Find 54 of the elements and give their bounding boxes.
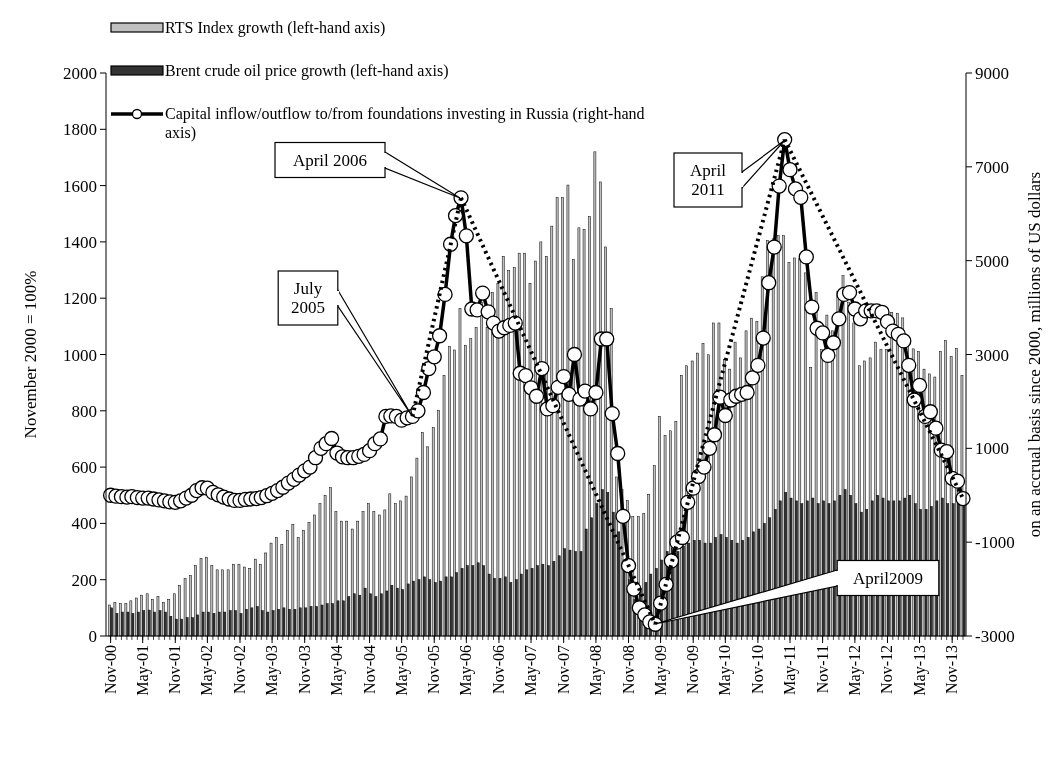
annotation: July 2005 (291, 279, 325, 317)
x-tick-label: May-11 (780, 645, 799, 696)
x-tick-label: Nov-03 (295, 645, 313, 694)
y2-tick-label: 9000 (975, 64, 1009, 83)
y-tick-label: 1400 (63, 232, 97, 252)
x-tick-label: Nov-06 (489, 645, 507, 694)
y2-tick-label: -1000 (975, 533, 1015, 553)
x-tick-label: May-06 (457, 645, 476, 696)
x-tick-label: May-05 (392, 645, 411, 696)
x-tick-label: May-01 (133, 645, 152, 696)
x-tick-label: May-03 (263, 645, 282, 696)
x-tick-label: Nov-11 (813, 645, 831, 694)
x-tick-label: Nov-05 (425, 645, 443, 694)
x-tick-label: May-10 (716, 645, 735, 696)
annotation: April 2006 (292, 150, 368, 170)
legend-label: RTS Index growth (left-hand axis) (165, 19, 386, 37)
y-axis-title: November 2000 = 100% (21, 270, 40, 439)
x-tick-label: Nov-00 (101, 645, 119, 694)
x-tick-label: Nov-09 (684, 645, 702, 694)
y-tick-label: 1000 (63, 345, 97, 365)
y-tick-label: 0 (88, 627, 97, 646)
y-tick-label: 200 (71, 570, 97, 590)
x-tick-label: May-02 (198, 645, 217, 696)
x-tick-label: May-07 (522, 645, 541, 696)
y-tick-label: 400 (71, 514, 97, 534)
legend-label: Capital inflow/outflow to/from foundations investing in Russia (right-hand axis) (165, 105, 645, 142)
annotation: April 2011 (690, 161, 727, 199)
y2-tick-label: 1000 (975, 439, 1009, 459)
x-tick-label: Nov-07 (554, 645, 572, 694)
annotation: April2009 (853, 568, 923, 588)
x-tick-label: Nov-04 (360, 645, 378, 694)
legend-label: Brent crude oil price growth (left-hand axis) (165, 62, 449, 80)
x-tick-label: May-13 (910, 645, 929, 696)
x-tick-label: Nov-10 (748, 645, 766, 694)
x-tick-label: Nov-01 (166, 645, 184, 694)
y2-tick-label: 5000 (975, 251, 1009, 271)
x-tick-label: May-04 (327, 645, 346, 696)
x-tick-label: May-12 (845, 645, 864, 696)
y2-tick-label: -3000 (975, 627, 1015, 646)
y-tick-label: 800 (71, 401, 97, 421)
y-tick-label: 2000 (63, 64, 97, 83)
y2-axis-title: on an accrual basis since 2000, millions of US dollars (1025, 171, 1044, 538)
y-tick-label: 600 (71, 458, 97, 478)
x-tick-label: May-09 (651, 645, 670, 696)
y2-tick-label: 7000 (975, 157, 1009, 177)
x-tick-label: Nov-08 (619, 645, 637, 694)
x-tick-label: Nov-13 (943, 645, 961, 694)
x-tick-label: May-08 (586, 645, 605, 696)
x-tick-label: Nov-02 (231, 645, 248, 694)
x-tick-label: Nov-12 (878, 645, 896, 694)
y-tick-label: 1800 (63, 120, 97, 140)
y-tick-label: 1200 (63, 289, 97, 309)
y2-tick-label: 3000 (975, 345, 1009, 365)
y-tick-label: 1600 (63, 176, 97, 196)
